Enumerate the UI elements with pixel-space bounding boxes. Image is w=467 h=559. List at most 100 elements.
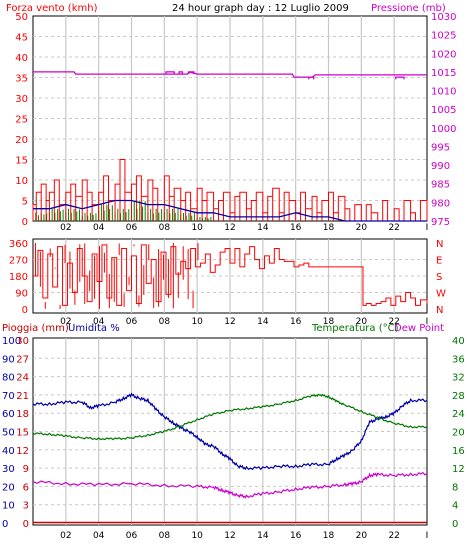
pressure-tick-label: 985 (431, 180, 450, 191)
pressure-step-bump (395, 76, 405, 80)
wind-speed-tick-label: 40 (15, 53, 28, 64)
pressure-tick-label: 1000 (431, 124, 456, 135)
rain-axis-label: Pioggia (mm) (2, 323, 69, 334)
x-tick-label: 04 (93, 223, 105, 233)
temperature-tick-label: 40 (452, 336, 465, 347)
wind-direction-tick-label: 90 (15, 289, 28, 300)
humidity-tick-label: 80 (2, 373, 15, 384)
pressure-step-bump (165, 71, 175, 75)
rain-tick-label: 18 (16, 409, 29, 420)
x-tick-label: 14 (257, 317, 269, 327)
pressure-tick-label: 995 (431, 142, 450, 153)
x-tick-label: 18 (323, 317, 335, 327)
pressure-step-bump (308, 76, 315, 80)
rain-tick-label: 15 (16, 428, 29, 439)
x-tick-label: 22 (388, 317, 399, 327)
temperature-tick-label: 4 (452, 501, 458, 512)
x-tick-label: 08 (159, 317, 171, 327)
compass-tick-label: E (436, 256, 442, 267)
x-tick-label: I (426, 317, 429, 327)
humidity-tick-label: 30 (2, 464, 15, 475)
x-tick-label: 12 (224, 531, 235, 541)
temperature-tick-label: 32 (452, 373, 465, 384)
temperature-tick-label: 20 (452, 428, 465, 439)
x-tick-label: 04 (93, 531, 105, 541)
x-tick-label: 06 (126, 223, 138, 233)
temperature-axis-label: Temperatura (°C) (311, 323, 399, 334)
wind-speed-tick-label: 35 (15, 74, 28, 85)
rain-tick-label: 24 (16, 373, 29, 384)
wind-direction-marks (33, 243, 428, 309)
x-tick-label: 14 (257, 531, 269, 541)
pressure-tick-label: 980 (431, 198, 450, 209)
pressure-tick-label: 1025 (431, 31, 456, 42)
rain-tick-label: 12 (16, 446, 29, 457)
wind-speed-tick-label: 50 (15, 12, 28, 23)
rain-tick-label: 0 (23, 519, 29, 530)
x-tick-label: 16 (290, 317, 302, 327)
x-tick-label: 10 (191, 317, 203, 327)
humidity-axis-label: Umidita % (68, 323, 120, 334)
temperature-tick-label: 24 (452, 409, 465, 420)
x-tick-label: 14 (257, 223, 269, 233)
wind-speed-tick-label: 30 (15, 94, 28, 105)
pressure-step-bump (178, 71, 184, 75)
x-tick-label: 20 (356, 531, 368, 541)
wind-direction-grid (33, 239, 427, 313)
x-tick-label: 22 (388, 223, 399, 233)
pressure-tick-label: 1015 (431, 68, 456, 79)
wind-speed-tick-label: 20 (15, 135, 28, 146)
x-tick-label: 08 (159, 531, 171, 541)
rain-tick-label: 6 (23, 482, 29, 493)
x-tick-label: 12 (224, 317, 235, 327)
x-tick-label: I (426, 531, 429, 541)
wind-direction-tick-label: 360 (9, 239, 28, 250)
chart-title: 24 hour graph day : 12 Luglio 2009 (172, 3, 349, 14)
x-tick-label: I (426, 223, 429, 233)
humidity-series-line (32, 392, 428, 471)
humidity-tick-label: 50 (2, 428, 15, 439)
x-tick-label: 16 (290, 531, 302, 541)
humidity-tick-label: 60 (2, 409, 15, 420)
temperature-series-line (32, 393, 428, 441)
pressure-series-line (33, 71, 427, 78)
wind-speed-tick-label: 45 (15, 33, 28, 44)
humidity-tick-label: 10 (2, 501, 15, 512)
temperature-tick-label: 28 (452, 391, 465, 402)
pressure-tick-label: 1020 (431, 49, 456, 60)
humidity-tick-label: 70 (2, 391, 15, 402)
wind-speed-tick-label: 25 (15, 115, 28, 126)
wind-direction-tick-label: 180 (9, 272, 28, 283)
wind-pressure-panel: 0510152025303540455097598098599099510001… (6, 3, 456, 228)
pressure-tick-label: 990 (431, 161, 450, 172)
temperature-tick-label: 0 (452, 519, 458, 530)
x-tick-label: 06 (126, 317, 138, 327)
rain-tick-label: 9 (23, 464, 29, 475)
wind-direction-tick-label: 0 (22, 305, 28, 316)
pressure-tick-label: 975 (431, 217, 450, 228)
temperature-tick-label: 36 (452, 354, 465, 365)
x-tick-label: 06 (126, 531, 138, 541)
x-tick-label: 20 (356, 223, 368, 233)
temperature-tick-label: 12 (452, 464, 465, 475)
humidity-tick-label: 40 (2, 446, 15, 457)
temp-humidity-panel: 0102030405060708090100036912151821242730… (2, 323, 465, 530)
x-tick-label: 10 (191, 531, 203, 541)
x-tick-label: 16 (290, 223, 302, 233)
x-tick-label: 18 (323, 223, 335, 233)
temp-humidity-ticks: 0102030405060708090100036912151821242730… (2, 336, 465, 530)
x-tick-label: 04 (93, 317, 105, 327)
temp-humidity-marks (32, 392, 428, 524)
x-tick-label: 12 (224, 223, 235, 233)
x-tick-label: 22 (388, 531, 399, 541)
compass-tick-label: S (436, 272, 442, 283)
pressure-tick-label: 1030 (431, 12, 456, 23)
temperature-tick-label: 16 (452, 446, 465, 457)
pressure-step-bump (188, 71, 195, 75)
wind-speed-series-line (32, 159, 428, 222)
x-axis-tick-labels: 02 02 02 04 04 04 06 06 06 08 08 08 10 10 10 12 12 12 14 14… (60, 223, 428, 541)
